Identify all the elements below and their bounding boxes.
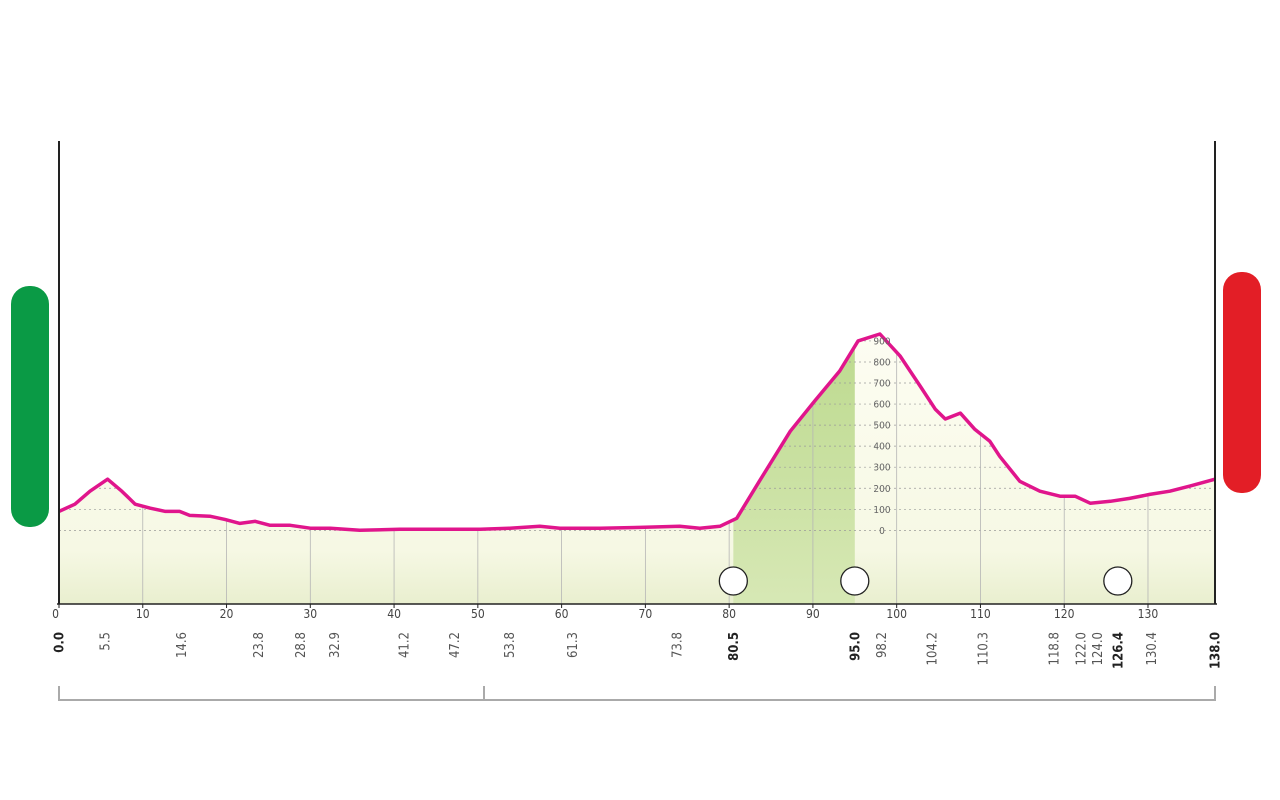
km-marker: 104.2 [925,632,940,665]
km-marker: 110.3 [976,632,991,665]
km-marker: 0.0 [53,632,68,653]
y-tick-label: 800 [873,357,890,368]
y-tick-label: 600 [873,400,890,411]
profile-area-group [59,334,1215,604]
km-marker: 80.5 [727,632,742,661]
x-tick-label: 60 [555,607,569,621]
y-tick-label: 100 [873,505,890,516]
x-tick-label: 50 [471,607,485,621]
km-marker: 98.2 [875,632,890,658]
km-marker: 41.2 [398,632,413,658]
x-tick-label: 10 [136,607,150,621]
x-tick-label: 130 [1138,607,1159,621]
start-bar [11,286,49,527]
km-marker: 47.2 [448,632,463,658]
x-tick-label: 70 [639,607,653,621]
y-tick-label: 0 [879,526,885,537]
km-marker: 5.5 [99,632,114,651]
km-marker: 32.9 [328,632,343,658]
km-marker: 124.0 [1091,632,1106,665]
x-tick-label: 30 [303,607,317,621]
km-marker: 61.3 [566,632,581,658]
x-tick-label: 40 [387,607,401,621]
y-tick-label: 200 [873,484,890,495]
km-point [1103,566,1133,596]
km-marker: 73.8 [671,632,686,658]
x-tick-label: 20 [220,607,234,621]
km-point [840,566,870,596]
profile-area [59,334,1215,604]
sector-bracket [58,686,1216,701]
km-marker: 122.0 [1074,632,1089,665]
km-marker: 126.4 [1111,632,1126,669]
finish-bar [1223,272,1261,493]
y-tick-label: 400 [873,442,890,453]
x-tick-label: 80 [722,607,736,621]
x-tick-label: 110 [970,607,991,621]
y-tick-label: 700 [873,379,890,390]
x-tick-label: 100 [886,607,907,621]
km-marker: 95.0 [848,632,863,661]
km-marker: 28.8 [294,632,309,658]
x-tick-label: 90 [806,607,820,621]
y-tick-label: 500 [873,421,890,432]
km-marker: 14.6 [175,632,190,658]
km-marker: 138.0 [1209,632,1224,669]
km-marker: 53.8 [503,632,518,658]
km-marker: 118.8 [1048,632,1063,665]
km-marker: 23.8 [252,632,267,658]
km-point [718,566,748,596]
x-tick-label: 0 [52,607,59,621]
y-tick-label: 900 [873,336,890,347]
x-tick-label: 120 [1054,607,1075,621]
km-marker: 130.4 [1145,632,1160,665]
overlay: 0 100 200 300 400 500 600 700 800 900 0 10 20 30 40 50 6… [52,332,1224,669]
profile-line [58,332,1216,533]
y-tick-label: 300 [873,463,890,474]
